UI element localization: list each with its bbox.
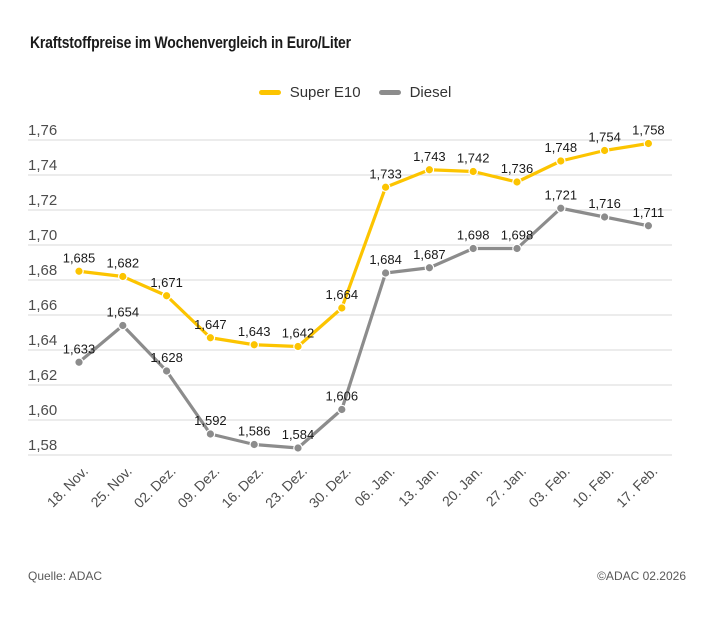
data-point-super-e10-9 xyxy=(468,166,478,177)
point-label-diesel-1: 1,654 xyxy=(107,305,140,320)
legend-swatch-diesel-icon xyxy=(378,90,401,95)
point-label-super-e10-12: 1,754 xyxy=(588,130,621,145)
x-tick-label-17-feb: 17. Feb. xyxy=(613,463,661,511)
data-point-diesel-0 xyxy=(74,357,84,368)
point-label-super-e10-11: 1,748 xyxy=(545,140,578,155)
data-point-diesel-8 xyxy=(424,262,435,273)
data-point-super-e10-7 xyxy=(380,182,391,193)
point-label-diesel-0: 1,633 xyxy=(63,341,96,356)
y-tick-label-1,62: 1,62 xyxy=(28,367,57,384)
data-point-super-e10-4 xyxy=(249,339,259,350)
point-label-super-e10-3: 1,647 xyxy=(194,317,227,332)
point-label-super-e10-10: 1,736 xyxy=(501,161,534,176)
point-label-diesel-8: 1,687 xyxy=(413,247,446,262)
point-label-super-e10-5: 1,642 xyxy=(282,326,315,341)
point-label-diesel-2: 1,628 xyxy=(150,350,183,365)
y-tick-label-1,74: 1,74 xyxy=(28,157,57,174)
point-label-diesel-13: 1,711 xyxy=(633,205,665,220)
point-label-super-e10-1: 1,682 xyxy=(107,256,140,271)
legend-item-super-e10: Super E10 xyxy=(258,84,361,101)
y-tick-label-1,58: 1,58 xyxy=(28,437,57,454)
x-tick-label-03-feb: 03. Feb. xyxy=(525,463,573,511)
legend-item-diesel: Diesel xyxy=(378,84,452,101)
point-label-super-e10-13: 1,758 xyxy=(632,123,665,138)
source-text: Quelle: ADAC xyxy=(28,569,103,583)
y-tick-label-1,60: 1,60 xyxy=(28,402,57,419)
data-point-super-e10-3 xyxy=(205,332,216,343)
data-point-super-e10-1 xyxy=(118,271,128,282)
point-label-super-e10-6: 1,664 xyxy=(326,287,359,302)
x-tick-label-27-jan: 27. Jan. xyxy=(483,463,530,510)
data-point-super-e10-2 xyxy=(161,290,172,301)
point-label-diesel-10: 1,698 xyxy=(501,228,534,243)
data-point-super-e10-0 xyxy=(74,266,84,277)
point-label-diesel-4: 1,586 xyxy=(238,424,271,439)
footer: Quelle: ADAC ©ADAC 02.2026 xyxy=(28,569,686,583)
data-point-super-e10-8 xyxy=(424,164,435,175)
y-tick-label-1,64: 1,64 xyxy=(28,332,57,349)
point-label-super-e10-9: 1,742 xyxy=(457,151,490,166)
x-tick-label-30-dez: 30. Dez. xyxy=(306,463,354,511)
copyright-text: ©ADAC 02.2026 xyxy=(597,569,686,583)
legend-label-super-e10: Super E10 xyxy=(289,84,361,101)
point-label-super-e10-0: 1,685 xyxy=(63,250,96,265)
point-label-super-e10-4: 1,643 xyxy=(238,324,271,339)
data-point-diesel-2 xyxy=(161,366,172,376)
point-label-diesel-6: 1,606 xyxy=(326,389,359,404)
y-tick-label-1,72: 1,72 xyxy=(28,192,57,209)
x-tick-label-02-dez: 02. Dez. xyxy=(131,463,179,511)
data-point-diesel-11 xyxy=(555,203,566,214)
data-point-super-e10-6 xyxy=(336,303,347,313)
chart-title: Kraftstoffpreise im Wochenvergleich in E… xyxy=(30,33,351,52)
point-label-diesel-3: 1,592 xyxy=(194,413,227,428)
data-point-super-e10-5 xyxy=(293,341,303,352)
y-tick-label-1,70: 1,70 xyxy=(28,227,57,244)
data-point-diesel-5 xyxy=(293,443,303,453)
data-point-diesel-10 xyxy=(512,243,522,254)
series-line-super-e10 xyxy=(77,141,651,349)
data-point-diesel-12 xyxy=(599,212,610,222)
point-label-diesel-12: 1,716 xyxy=(588,196,621,211)
data-point-diesel-7 xyxy=(380,268,391,278)
legend-label-diesel: Diesel xyxy=(409,84,452,101)
data-point-super-e10-13 xyxy=(643,138,654,149)
data-point-diesel-1 xyxy=(118,320,128,331)
data-point-super-e10-10 xyxy=(512,177,522,187)
series-line-diesel xyxy=(77,206,651,450)
data-point-diesel-6 xyxy=(336,404,347,415)
point-label-super-e10-8: 1,743 xyxy=(413,149,446,164)
data-point-diesel-3 xyxy=(205,429,216,439)
point-label-diesel-7: 1,684 xyxy=(369,252,402,267)
data-point-diesel-9 xyxy=(468,243,478,254)
y-tick-label-1,76: 1,76 xyxy=(28,122,57,139)
legend-swatch-super-e10-icon xyxy=(258,90,281,95)
x-tick-label-13-jan: 13. Jan. xyxy=(395,463,442,510)
point-label-diesel-9: 1,698 xyxy=(457,228,490,243)
x-tick-label-23-dez: 23. Dez. xyxy=(262,463,310,511)
x-tick-label-16-dez: 16. Dez. xyxy=(218,463,266,511)
chart-svg: 1,58 1,60 1,62 1,64 1,66 1,68 1,70 1,72 1,74 1,76… xyxy=(28,122,672,511)
data-point-super-e10-11 xyxy=(555,156,566,166)
data-point-diesel-13 xyxy=(643,220,654,231)
point-label-super-e10-2: 1,671 xyxy=(150,275,183,290)
y-tick-label-1,66: 1,66 xyxy=(28,297,57,314)
data-point-super-e10-12 xyxy=(599,145,610,156)
legend: Super E10 Diesel xyxy=(0,84,710,101)
x-tick-label-18-nov: 18. Nov. xyxy=(44,463,91,510)
x-tick-label-10-feb: 10. Feb. xyxy=(569,463,617,511)
point-label-diesel-11: 1,721 xyxy=(545,187,578,202)
point-label-diesel-5: 1,584 xyxy=(282,427,315,442)
x-tick-label-20-jan: 20. Jan. xyxy=(439,463,486,510)
data-point-diesel-4 xyxy=(249,439,259,450)
y-tick-label-1,68: 1,68 xyxy=(28,262,57,279)
x-tick-label-09-dez: 09. Dez. xyxy=(174,463,222,511)
x-tick-label-25-nov: 25. Nov. xyxy=(87,463,134,510)
point-label-super-e10-7: 1,733 xyxy=(369,166,402,181)
x-tick-label-06-jan: 06. Jan. xyxy=(351,463,398,510)
